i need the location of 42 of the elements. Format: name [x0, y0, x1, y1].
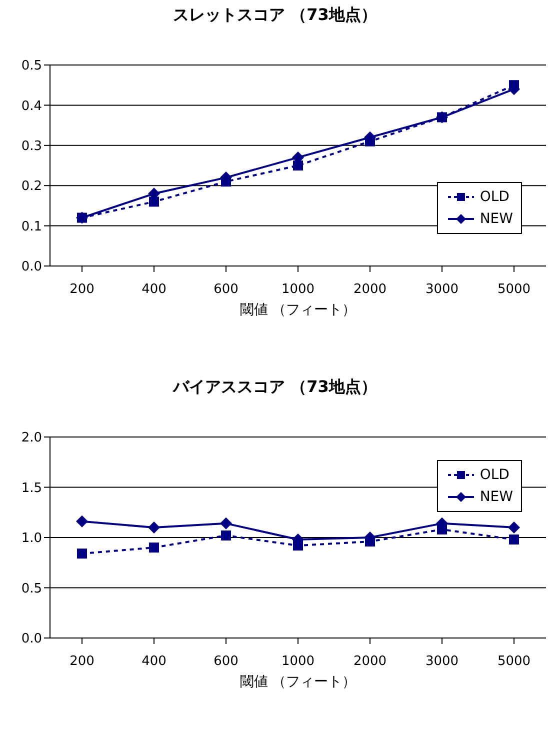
- chart-title: スレットスコア （73地点）: [172, 4, 378, 26]
- legend-label: OLD: [480, 466, 510, 485]
- x-axis-title: 閾値 （フィート）: [240, 674, 356, 690]
- x-tick-label: 200: [70, 654, 94, 670]
- x-tick-label: 2000: [353, 654, 387, 670]
- x-tick-label: 600: [214, 654, 238, 670]
- x-tick-label: 1000: [281, 282, 315, 298]
- legend-label: NEW: [480, 210, 513, 229]
- point: [76, 515, 88, 528]
- x-tick-label: 400: [142, 282, 166, 298]
- point: [77, 548, 87, 559]
- y-tick-label: 0.1: [21, 219, 42, 234]
- point: [293, 160, 303, 170]
- x-tick-label: 3000: [425, 282, 459, 298]
- y-tick-label: 0.5: [21, 581, 42, 596]
- y-tick-label: 2.0: [21, 430, 42, 446]
- legend-label: NEW: [480, 488, 513, 507]
- y-tick-label: 1.0: [21, 531, 42, 546]
- y-tick-label: 0.4: [21, 98, 42, 114]
- legend-label: OLD: [480, 188, 510, 207]
- x-axis-title: 閾値 （フィート）: [240, 302, 356, 318]
- point: [148, 521, 160, 534]
- chart-title: バイアススコア （73地点）: [172, 376, 378, 398]
- point: [509, 534, 519, 545]
- y-tick-label: 0.5: [21, 58, 42, 74]
- y-tick-label: 0.2: [21, 179, 42, 194]
- y-tick-label: 0.3: [21, 139, 42, 154]
- x-tick-label: 600: [214, 282, 238, 298]
- x-tick-label: 5000: [497, 654, 531, 670]
- x-tick-label: 200: [70, 282, 94, 298]
- point: [508, 521, 520, 534]
- x-tick-label: 5000: [497, 282, 531, 298]
- y-tick-label: 0.0: [21, 632, 42, 647]
- x-tick-label: 1000: [281, 654, 315, 670]
- point: [149, 542, 159, 553]
- y-tick-label: 1.5: [21, 480, 42, 496]
- point: [220, 517, 232, 530]
- x-tick-label: 3000: [425, 654, 459, 670]
- x-tick-label: 400: [142, 654, 166, 670]
- x-tick-label: 2000: [353, 282, 387, 298]
- point: [221, 530, 231, 540]
- y-tick-label: 0.0: [21, 260, 42, 275]
